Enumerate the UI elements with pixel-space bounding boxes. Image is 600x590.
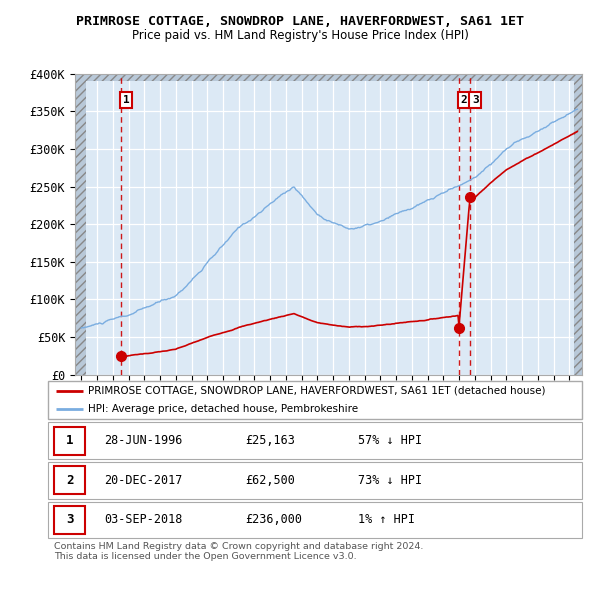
Text: 3: 3 (66, 513, 74, 526)
Text: 20-DEC-2017: 20-DEC-2017 (104, 474, 182, 487)
FancyBboxPatch shape (55, 466, 85, 494)
Bar (75, 74, 582, 81)
Text: Contains HM Land Registry data © Crown copyright and database right 2024.
This d: Contains HM Land Registry data © Crown c… (54, 542, 424, 561)
Text: 28-JUN-1996: 28-JUN-1996 (104, 434, 182, 447)
Text: PRIMROSE COTTAGE, SNOWDROP LANE, HAVERFORDWEST, SA61 1ET (detached house): PRIMROSE COTTAGE, SNOWDROP LANE, HAVERFO… (88, 386, 545, 396)
FancyBboxPatch shape (55, 506, 85, 534)
FancyBboxPatch shape (48, 422, 582, 459)
Text: £62,500: £62,500 (245, 474, 295, 487)
Text: 73% ↓ HPI: 73% ↓ HPI (358, 474, 422, 487)
Text: £236,000: £236,000 (245, 513, 302, 526)
FancyBboxPatch shape (48, 502, 582, 538)
Text: 57% ↓ HPI: 57% ↓ HPI (358, 434, 422, 447)
Text: 03-SEP-2018: 03-SEP-2018 (104, 513, 182, 526)
Text: PRIMROSE COTTAGE, SNOWDROP LANE, HAVERFORDWEST, SA61 1ET: PRIMROSE COTTAGE, SNOWDROP LANE, HAVERFO… (76, 15, 524, 28)
Bar (574, 74, 582, 375)
Bar (75, 74, 86, 375)
Text: £25,163: £25,163 (245, 434, 295, 447)
FancyBboxPatch shape (55, 427, 85, 455)
Text: 1: 1 (122, 95, 130, 105)
Text: Price paid vs. HM Land Registry's House Price Index (HPI): Price paid vs. HM Land Registry's House … (131, 30, 469, 42)
Text: HPI: Average price, detached house, Pembrokeshire: HPI: Average price, detached house, Pemb… (88, 404, 358, 414)
Text: 3: 3 (472, 95, 479, 105)
Text: 1% ↑ HPI: 1% ↑ HPI (358, 513, 415, 526)
Text: 2: 2 (66, 474, 74, 487)
Text: 2: 2 (461, 95, 467, 105)
FancyBboxPatch shape (48, 381, 582, 419)
FancyBboxPatch shape (48, 462, 582, 499)
Text: 1: 1 (66, 434, 74, 447)
